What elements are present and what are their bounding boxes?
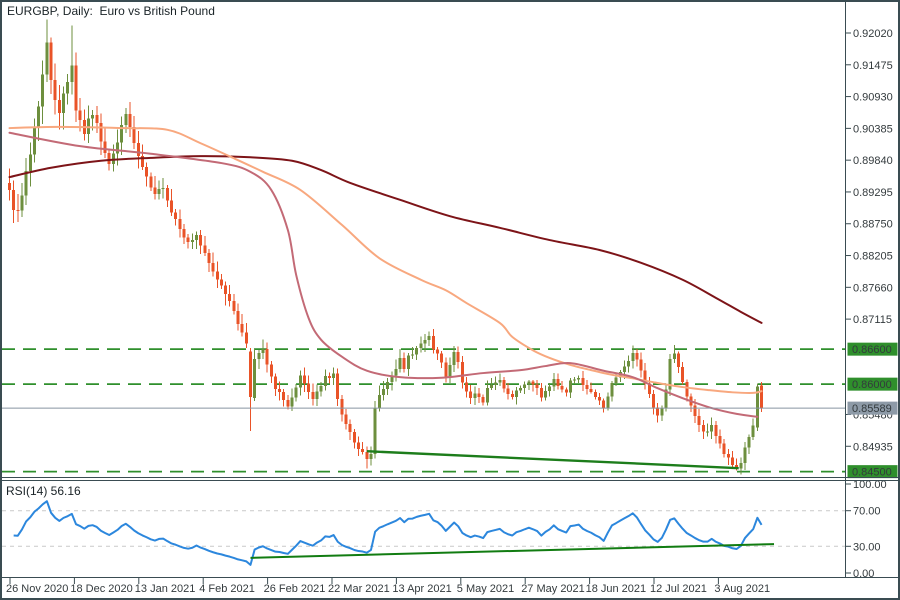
svg-text:18 Dec 2020: 18 Dec 2020	[70, 583, 132, 595]
svg-text:0.90930: 0.90930	[853, 92, 893, 104]
svg-text:0.00: 0.00	[853, 568, 874, 580]
svg-text:0.86600: 0.86600	[852, 344, 892, 356]
level-badge-0.86600: 0.86600	[847, 342, 898, 356]
svg-text:26 Feb 2021: 26 Feb 2021	[264, 583, 326, 595]
price-axis: 0.92020 0.91475 0.90930 0.90385 0.89840 0.892…	[845, 28, 898, 479]
svg-text:26 Nov 2020: 26 Nov 2020	[6, 583, 68, 595]
time-axis: 26 Nov 2020 18 Dec 2020 13 Jan 2021 4 Feb 2…	[6, 578, 770, 595]
svg-text:13 Jan 2021: 13 Jan 2021	[135, 583, 196, 595]
svg-text:0.85589: 0.85589	[852, 403, 892, 415]
rsi-line[interactable]	[13, 500, 763, 566]
svg-text:0.89840: 0.89840	[853, 155, 893, 167]
svg-text:100.00: 100.00	[853, 479, 887, 491]
chart-title: EURGBP, Daily: Euro vs British Pound	[7, 4, 215, 18]
svg-text:0.89295: 0.89295	[853, 187, 893, 199]
svg-text:0.90385: 0.90385	[853, 123, 893, 135]
svg-text:13 Apr 2021: 13 Apr 2021	[392, 583, 451, 595]
svg-text:0.88750: 0.88750	[853, 219, 893, 231]
price-level-lines[interactable]	[2, 348, 846, 473]
svg-text:4 Feb 2021: 4 Feb 2021	[199, 583, 255, 595]
ma-fast-line[interactable]	[8, 131, 759, 418]
rsi-pane	[2, 500, 846, 566]
svg-text:12 Jul 2021: 12 Jul 2021	[650, 583, 707, 595]
svg-text:70.00: 70.00	[853, 506, 881, 518]
ma-slow-line[interactable]	[8, 155, 763, 324]
level-badge-0.86000: 0.86000	[847, 377, 898, 391]
svg-text:0.84935: 0.84935	[853, 441, 893, 453]
current-price-badge: 0.85589	[847, 401, 898, 415]
svg-text:0.92020: 0.92020	[853, 28, 893, 40]
svg-text:18 Jun 2021: 18 Jun 2021	[586, 583, 647, 595]
level-badge-0.84500: 0.84500	[847, 465, 898, 479]
svg-text:3 Aug 2021: 3 Aug 2021	[714, 583, 770, 595]
svg-text:0.84500: 0.84500	[852, 467, 892, 479]
svg-text:0.91475: 0.91475	[853, 60, 893, 72]
svg-text:22 Mar 2021: 22 Mar 2021	[328, 583, 390, 595]
svg-text:0.86000: 0.86000	[852, 379, 892, 391]
svg-text:5 May 2021: 5 May 2021	[457, 583, 514, 595]
ma-medium-line[interactable]	[8, 125, 763, 394]
svg-text:0.88205: 0.88205	[853, 251, 893, 263]
svg-text:27 May 2021: 27 May 2021	[521, 583, 585, 595]
svg-text:0.87660: 0.87660	[853, 282, 893, 294]
rsi-indicator-label: RSI(14) 56.16	[6, 484, 81, 498]
support-trendline[interactable]	[366, 450, 739, 470]
svg-text:0.87115: 0.87115	[853, 314, 892, 326]
svg-text:30.00: 30.00	[853, 541, 881, 553]
rsi-trendline[interactable]	[250, 543, 775, 559]
candlestick-series	[8, 19, 764, 475]
main-price-pane	[2, 19, 846, 475]
